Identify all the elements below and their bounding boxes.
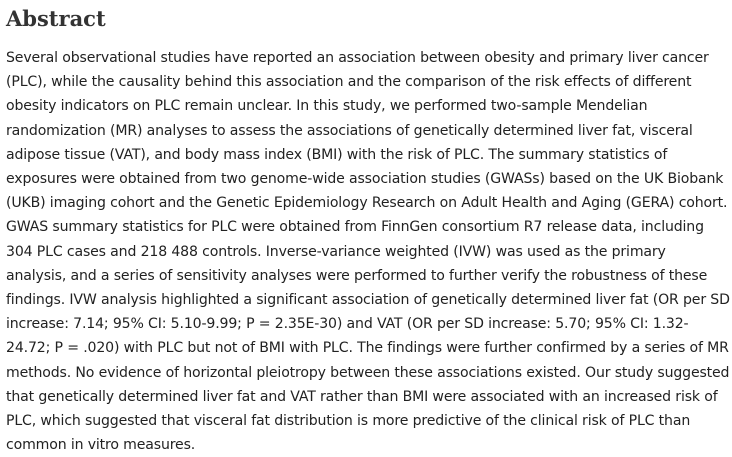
abstract-body: Several observational studies have repor… bbox=[6, 50, 730, 454]
abstract-section: Abstract Several observational studies h… bbox=[6, 0, 730, 457]
abstract-heading: Abstract bbox=[6, 6, 106, 31]
